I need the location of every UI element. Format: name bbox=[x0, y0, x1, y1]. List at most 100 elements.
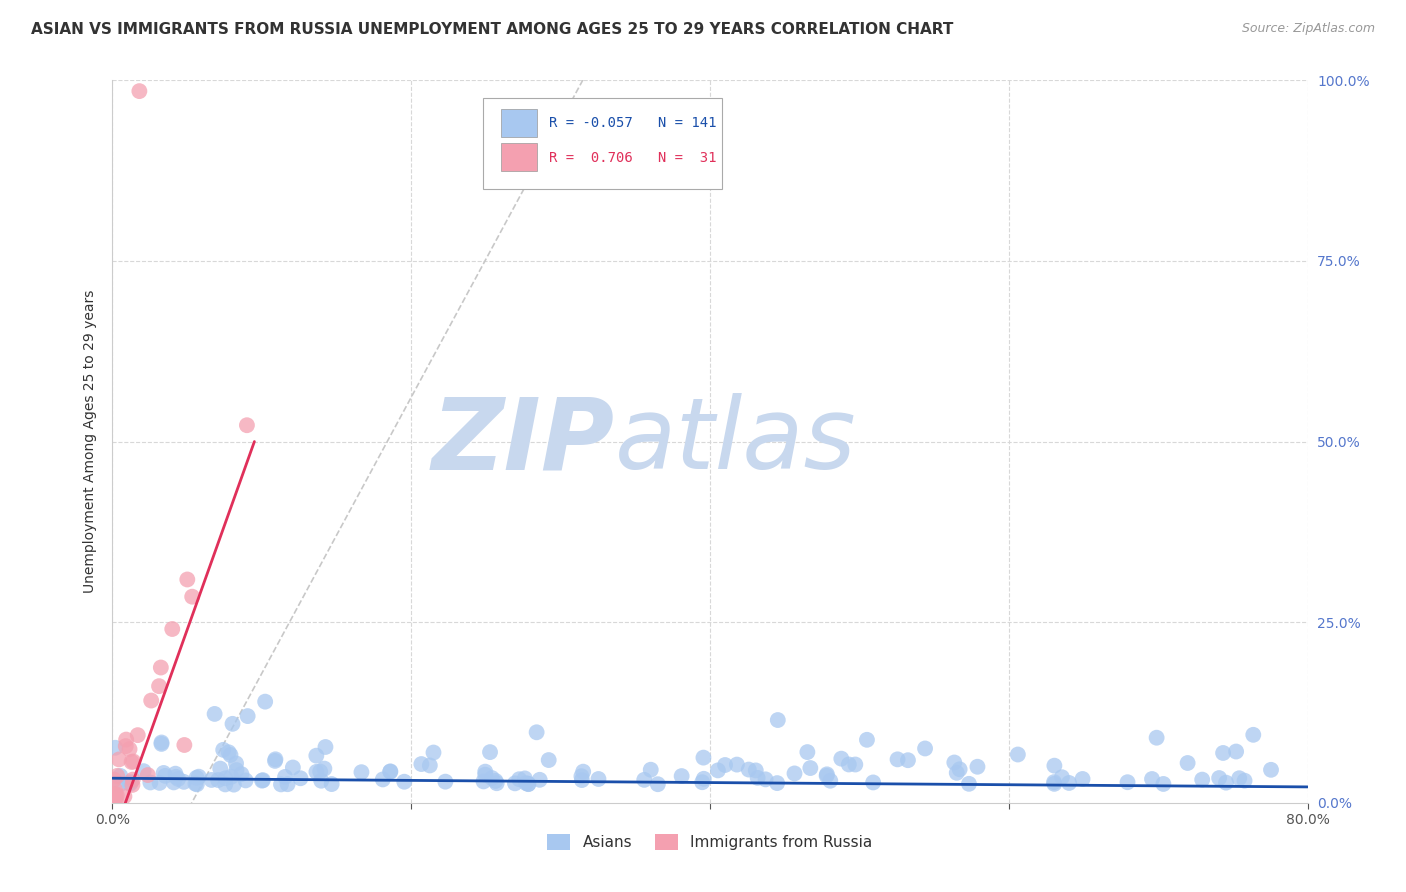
Point bbox=[707, 764, 730, 778]
Point bbox=[820, 773, 842, 788]
Point bbox=[309, 773, 332, 788]
Point bbox=[783, 766, 806, 780]
Point bbox=[305, 748, 328, 763]
Point bbox=[1215, 775, 1237, 789]
Point bbox=[1146, 731, 1168, 745]
Point bbox=[309, 764, 332, 779]
Text: R =  0.706   N =  31: R = 0.706 N = 31 bbox=[548, 151, 716, 165]
Point bbox=[212, 743, 235, 757]
Point bbox=[815, 769, 838, 783]
Point bbox=[515, 776, 537, 790]
Point bbox=[163, 775, 186, 789]
Point bbox=[104, 787, 127, 801]
Point bbox=[115, 732, 138, 747]
Point bbox=[571, 773, 593, 788]
Point bbox=[155, 769, 177, 783]
Point bbox=[132, 764, 155, 779]
Point bbox=[1233, 773, 1256, 788]
Point bbox=[127, 728, 149, 742]
Point bbox=[235, 773, 257, 788]
Point bbox=[167, 772, 190, 786]
Point bbox=[633, 772, 655, 787]
Point bbox=[204, 706, 226, 721]
Point bbox=[214, 771, 236, 785]
Point bbox=[321, 777, 343, 791]
Point bbox=[799, 761, 821, 775]
FancyBboxPatch shape bbox=[501, 109, 537, 136]
Point bbox=[121, 772, 143, 787]
Point bbox=[1208, 771, 1230, 785]
Point bbox=[647, 777, 669, 791]
Point bbox=[1241, 728, 1264, 742]
Point bbox=[572, 764, 595, 779]
Point bbox=[1043, 775, 1066, 789]
Point bbox=[104, 782, 127, 797]
Point bbox=[957, 777, 980, 791]
Text: ASIAN VS IMMIGRANTS FROM RUSSIA UNEMPLOYMENT AMONG AGES 25 TO 29 YEARS CORRELATI: ASIAN VS IMMIGRANTS FROM RUSSIA UNEMPLOY… bbox=[31, 22, 953, 37]
Point bbox=[1043, 758, 1066, 772]
Point bbox=[222, 778, 245, 792]
Point bbox=[529, 772, 551, 787]
Point bbox=[290, 772, 312, 786]
Point bbox=[186, 777, 208, 791]
Point bbox=[481, 771, 503, 785]
Point bbox=[225, 756, 247, 771]
Point bbox=[104, 792, 127, 806]
Point bbox=[503, 776, 526, 790]
Point bbox=[218, 745, 240, 759]
Point bbox=[738, 763, 761, 777]
Point bbox=[856, 732, 879, 747]
Legend: Asians, Immigrants from Russia: Asians, Immigrants from Russia bbox=[541, 829, 879, 856]
Point bbox=[725, 757, 748, 772]
Point bbox=[236, 418, 259, 433]
Point bbox=[121, 778, 143, 792]
Point bbox=[173, 738, 195, 752]
Point bbox=[571, 769, 593, 783]
Point bbox=[434, 774, 457, 789]
Point bbox=[745, 764, 768, 778]
Point bbox=[209, 762, 232, 776]
Point bbox=[943, 756, 966, 770]
Point bbox=[150, 737, 173, 751]
Point bbox=[949, 762, 972, 776]
Point bbox=[862, 775, 884, 789]
Point bbox=[264, 752, 287, 766]
Point bbox=[766, 776, 789, 790]
Point bbox=[314, 739, 336, 754]
Point bbox=[150, 735, 173, 749]
Point bbox=[844, 757, 866, 772]
Point bbox=[173, 775, 195, 789]
Point bbox=[207, 772, 229, 787]
Point bbox=[184, 777, 207, 791]
Point bbox=[1043, 777, 1066, 791]
Point bbox=[225, 763, 247, 777]
Point bbox=[186, 771, 208, 785]
Point bbox=[103, 788, 125, 802]
Point bbox=[200, 772, 222, 787]
Point bbox=[422, 746, 444, 760]
Point bbox=[108, 778, 131, 792]
Point bbox=[838, 757, 860, 772]
Point bbox=[914, 741, 936, 756]
Point bbox=[176, 573, 198, 587]
Point bbox=[187, 770, 209, 784]
Point bbox=[479, 745, 502, 759]
Point bbox=[122, 755, 145, 769]
Text: atlas: atlas bbox=[614, 393, 856, 490]
Point bbox=[1007, 747, 1029, 762]
Point bbox=[152, 766, 174, 780]
Point bbox=[588, 772, 610, 786]
Point bbox=[118, 742, 141, 756]
Point bbox=[690, 775, 713, 789]
Point bbox=[148, 776, 170, 790]
Point bbox=[537, 753, 560, 767]
Point bbox=[517, 777, 540, 791]
Point bbox=[264, 754, 287, 768]
Point bbox=[472, 774, 495, 789]
Point bbox=[252, 773, 274, 788]
Point bbox=[1152, 777, 1174, 791]
Point bbox=[136, 768, 159, 782]
Point bbox=[526, 725, 548, 739]
Point bbox=[219, 747, 242, 762]
Point bbox=[118, 777, 141, 791]
